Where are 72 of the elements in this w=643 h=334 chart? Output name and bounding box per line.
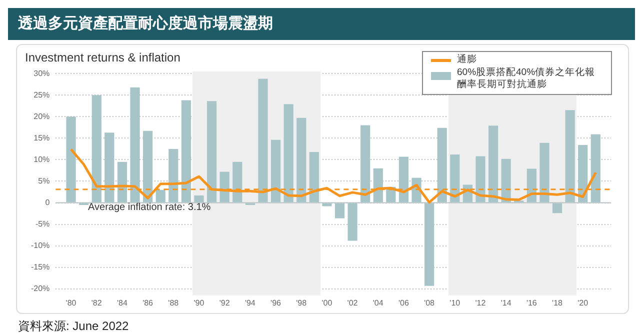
y-tick-label: 25%	[34, 90, 50, 100]
bar	[258, 78, 268, 202]
x-tick-label: '12	[475, 298, 486, 308]
bar	[92, 95, 102, 202]
bar	[398, 156, 409, 202]
chart-title: 透過多元資產配置耐心度過市場震盪期	[8, 8, 635, 40]
bar	[220, 172, 230, 202]
bar	[66, 116, 76, 202]
bar	[104, 132, 114, 202]
bar	[181, 100, 191, 202]
bar	[552, 203, 562, 214]
bar	[450, 154, 460, 202]
y-tick-label: 15%	[34, 133, 50, 142]
bar	[373, 168, 383, 202]
y-tick-label: -15%	[30, 262, 50, 272]
bar	[540, 142, 550, 202]
y-tick-label: 20%	[34, 112, 50, 121]
bar	[156, 190, 166, 202]
ref-line-label: Average inflation rate: 3.1%	[88, 202, 211, 214]
x-tick-label: '10	[450, 298, 461, 308]
x-tick-label: '86	[142, 298, 154, 308]
bar	[488, 126, 498, 202]
bar	[168, 148, 178, 202]
chart-subtitle: Investment returns & inflation	[25, 50, 180, 65]
bar	[578, 145, 588, 202]
bar	[117, 162, 128, 202]
bar	[270, 140, 281, 202]
bar	[334, 203, 345, 218]
x-tick-label: '04	[372, 298, 384, 308]
bar	[590, 134, 600, 202]
x-tick-label: '90	[194, 298, 205, 308]
y-tick-label: 30%	[34, 68, 50, 78]
legend-label: 通膨	[457, 54, 477, 66]
x-tick-label: '96	[270, 298, 282, 308]
y-tick-label: 0	[45, 198, 50, 207]
x-tick-label: '08	[424, 298, 436, 308]
x-tick-label: '18	[552, 298, 564, 308]
bar	[143, 130, 153, 202]
bar	[360, 125, 370, 202]
bar	[232, 162, 242, 202]
bar	[206, 101, 217, 202]
bar	[296, 118, 306, 202]
x-tick-label: '20	[578, 298, 589, 308]
x-tick-label: '14	[500, 298, 512, 308]
legend-label: 60%股票搭配40%債券之年化報酬率長期可對抗通膨	[457, 67, 596, 91]
bar	[130, 87, 140, 202]
source-note: 資料來源: June 2022	[18, 318, 130, 334]
x-tick-label: '84	[116, 298, 128, 308]
bar	[424, 203, 434, 286]
bar	[476, 156, 486, 202]
bar	[437, 128, 447, 202]
x-tick-label: '80	[66, 298, 77, 308]
y-tick-label: -20%	[30, 284, 50, 294]
y-tick-label: -5%	[35, 220, 50, 229]
bar	[284, 104, 294, 202]
y-tick-label: 10%	[34, 154, 50, 164]
y-tick-label: 5%	[38, 176, 50, 186]
x-tick-label: '02	[347, 298, 358, 308]
x-tick-label: '82	[91, 298, 102, 308]
bar	[565, 110, 575, 202]
x-tick-label: '88	[168, 298, 180, 308]
x-tick-label: '92	[219, 298, 230, 308]
x-tick-label: '94	[244, 298, 256, 308]
x-tick-label: '00	[322, 298, 333, 308]
x-tick-label: '98	[296, 298, 308, 308]
bar	[309, 152, 319, 202]
x-tick-label: '06	[398, 298, 410, 308]
bar	[194, 195, 204, 202]
bar	[501, 158, 511, 202]
x-tick-label: '16	[526, 298, 538, 308]
y-tick-label: -10%	[30, 241, 50, 250]
bar	[348, 203, 358, 241]
